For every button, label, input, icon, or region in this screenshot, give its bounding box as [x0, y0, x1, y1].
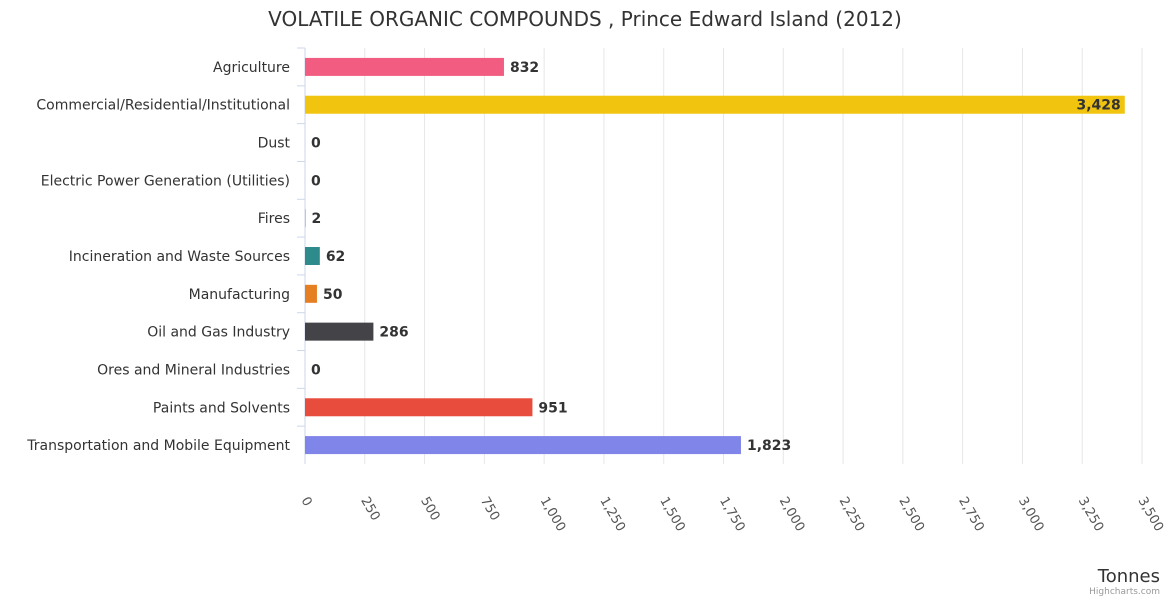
- category-labels: Agriculture Commercial/Residential/Instit…: [26, 60, 290, 454]
- x-tick-label: 2,250: [836, 495, 868, 535]
- x-tick-label: 2,750: [955, 495, 987, 535]
- x-axis-title: Tonnes: [1097, 566, 1160, 587]
- category-label: Incineration and Waste Sources: [69, 249, 290, 265]
- bar[interactable]: [305, 398, 533, 417]
- grid: [297, 47, 1143, 464]
- x-tick-label: 2,000: [776, 495, 808, 535]
- x-tick-label: 250: [357, 495, 382, 524]
- category-label: Manufacturing: [189, 287, 290, 303]
- x-tick-label: 1,750: [716, 495, 748, 535]
- data-label: 62: [326, 249, 345, 265]
- category-label: Electric Power Generation (Utilities): [41, 173, 290, 189]
- x-tick-label: 1,500: [656, 495, 688, 535]
- data-label: 0: [311, 362, 321, 378]
- category-label: Commercial/Residential/Institutional: [36, 98, 290, 114]
- category-label: Dust: [258, 136, 291, 152]
- x-tick-label: 750: [477, 495, 502, 524]
- category-label: Ores and Mineral Industries: [97, 362, 290, 378]
- x-tick-label: 500: [417, 495, 442, 524]
- data-label: 286: [379, 325, 408, 341]
- bar[interactable]: [305, 95, 1125, 114]
- bar[interactable]: [305, 322, 374, 341]
- category-label: Agriculture: [213, 60, 290, 76]
- x-tick-label: 3,250: [1075, 495, 1107, 535]
- x-tick-label: 1,000: [537, 495, 569, 535]
- data-label: 50: [323, 287, 343, 303]
- category-label: Fires: [258, 211, 290, 227]
- bar[interactable]: [305, 284, 317, 303]
- data-label: 951: [538, 400, 567, 416]
- x-tick-label: 3,000: [1015, 495, 1047, 535]
- credits[interactable]: Highcharts.com: [1089, 587, 1160, 597]
- data-label: 832: [510, 60, 539, 76]
- x-tick-label: 1,250: [596, 495, 628, 535]
- bar[interactable]: [305, 436, 741, 455]
- data-label: 0: [311, 173, 321, 189]
- chart-title: VOLATILE ORGANIC COMPOUNDS , Prince Edwa…: [268, 7, 902, 31]
- data-label: 3,428: [1076, 98, 1120, 114]
- x-tick-label: 0: [298, 495, 315, 510]
- bars: 832 3,428 0 0 2 62 50 286 0 951 1,823: [305, 57, 1125, 455]
- bar[interactable]: [305, 57, 504, 76]
- x-axis-ticks: 0 250 500 750 1,000 1,250 1,500 1,750 2,000 2,250…: [298, 495, 1167, 535]
- data-label: 1,823: [747, 438, 791, 454]
- category-label: Paints and Solvents: [153, 400, 290, 416]
- data-label: 2: [311, 211, 321, 227]
- x-tick-label: 2,500: [895, 495, 927, 535]
- data-label: 0: [311, 136, 321, 152]
- bar[interactable]: [305, 247, 320, 265]
- category-label: Transportation and Mobile Equipment: [26, 438, 290, 454]
- x-tick-label: 3,500: [1135, 495, 1167, 535]
- category-label: Oil and Gas Industry: [147, 325, 290, 341]
